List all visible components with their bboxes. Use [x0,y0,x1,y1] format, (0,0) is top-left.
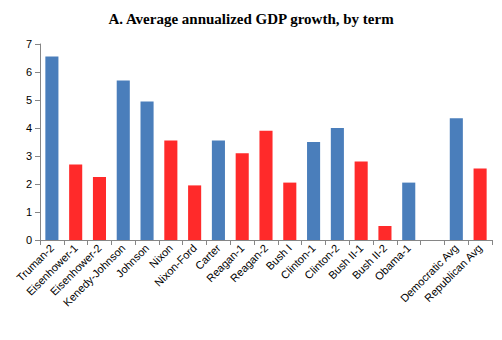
svg-text:Bush II-1: Bush II-1 [325,241,366,282]
svg-text:Nixon-Ford: Nixon-Ford [152,242,199,289]
svg-text:Obama-1: Obama-1 [372,242,413,283]
svg-text:A. Average annualized GDP grow: A. Average annualized GDP growth, by ter… [108,11,394,27]
svg-text:0: 0 [26,234,32,246]
svg-text:Carter: Carter [192,241,223,272]
svg-text:6: 6 [26,66,32,78]
svg-text:1: 1 [26,206,32,218]
svg-text:Eisenhower-1: Eisenhower-1 [23,241,80,298]
svg-text:Eisenhower-2: Eisenhower-2 [47,241,104,298]
svg-text:Truman-2: Truman-2 [14,241,57,284]
svg-text:5: 5 [26,94,32,106]
svg-text:Kenedy-Johnson: Kenedy-Johnson [60,241,128,309]
svg-text:4: 4 [26,122,32,134]
svg-text:Reagan-1: Reagan-1 [203,241,247,285]
svg-text:Johnson: Johnson [113,242,151,280]
svg-text:Bush I: Bush I [263,241,294,273]
svg-text:Republican Avg: Republican Avg [422,242,484,304]
svg-text:3: 3 [26,150,32,162]
svg-text:Clinton-2: Clinton-2 [302,241,342,282]
svg-text:Democratic Avg: Democratic Avg [397,241,461,305]
svg-text:2: 2 [26,178,32,190]
svg-text:Bush II-2: Bush II-2 [349,241,390,282]
svg-text:Reagan-2: Reagan-2 [227,241,271,285]
svg-text:Clinton-1: Clinton-1 [278,241,318,282]
svg-text:7: 7 [26,38,32,50]
